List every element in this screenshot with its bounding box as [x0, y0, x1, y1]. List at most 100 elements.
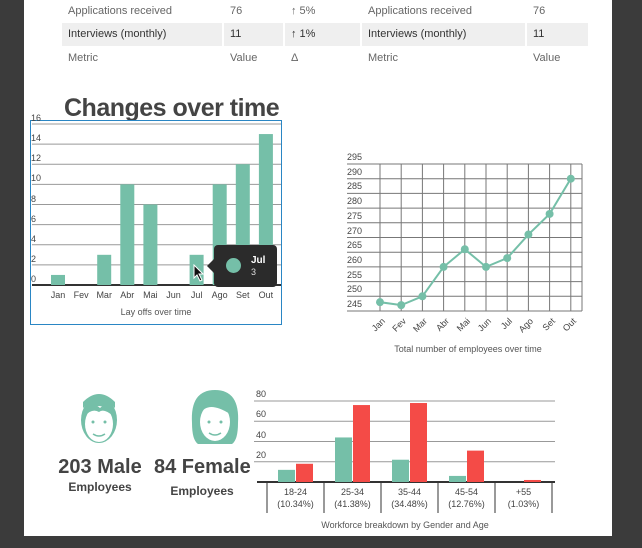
bar-female-35-44: [410, 403, 427, 482]
x-tick-label: 18-24: [283, 487, 308, 497]
x-tick-label: Jul: [190, 290, 203, 300]
point-Jun: [482, 262, 490, 271]
table-cell: Interviews (monthly): [62, 23, 222, 46]
x-tick-pct: (12.76%): [448, 499, 485, 509]
point-Set: [545, 209, 554, 218]
y-tick-label: 2: [31, 253, 37, 264]
tooltip-label: Jul: [251, 255, 266, 266]
table-cell: ↑ 1%: [285, 23, 360, 46]
point-Jul: [503, 254, 512, 263]
section-heading: Changes over time: [64, 94, 280, 122]
chart-caption: Lay offs over time: [120, 307, 192, 317]
y-tick-label: 8: [31, 193, 37, 204]
x-tick-pct: (1.03%): [507, 499, 540, 509]
y-tick-label: 250: [347, 284, 363, 295]
y-tick-label: 270: [347, 225, 363, 236]
table-cell: Applications received: [368, 5, 472, 17]
x-tick-label: Abr: [120, 290, 135, 300]
y-tick-label: 260: [347, 254, 363, 265]
x-tick-label: Mar: [96, 290, 112, 300]
chart-tooltip: Jul 3: [207, 245, 277, 287]
chart-caption: Total number of employees over time: [394, 344, 542, 354]
y-tick-label: 285: [347, 181, 363, 192]
y-tick-label: 12: [31, 153, 42, 164]
y-tick-label: 0: [31, 274, 37, 284]
table-cell: Interviews (monthly): [362, 23, 525, 46]
table-header[interactable]: Value: [230, 52, 258, 64]
bar-Mai: [143, 204, 158, 285]
x-tick-label: 45-54: [454, 487, 479, 497]
point-Jan: [376, 298, 384, 307]
bar-male-35-44: [392, 459, 409, 482]
tooltip-series-dot: [226, 258, 241, 273]
y-tick-label: 20: [256, 449, 267, 460]
bar-Abr: [120, 184, 135, 285]
table-header[interactable]: Value: [533, 52, 561, 64]
point-Mar: [418, 292, 427, 301]
y-tick-label: 16: [31, 113, 42, 123]
point-Mai: [460, 245, 469, 254]
female-count: 84 Female: [154, 456, 251, 478]
x-tick-label: Out: [258, 290, 274, 300]
female-avatar-icon: [191, 390, 239, 444]
layoffs-chart[interactable]: [30, 120, 282, 325]
y-tick-label: 275: [347, 210, 363, 221]
bar-female-+55: [524, 479, 541, 482]
x-tick-label: Jun: [166, 290, 181, 300]
bar-male-45-54: [449, 475, 466, 482]
series-line: [379, 178, 572, 307]
male-employees-label: Employees: [68, 480, 132, 494]
y-tick-label: 10: [31, 173, 42, 184]
female-employees-label: Employees: [170, 484, 234, 498]
table-header[interactable]: Metric: [68, 52, 98, 64]
y-tick-label: 80: [256, 389, 267, 399]
point-Ago: [524, 230, 533, 239]
x-tick-label: Jan: [50, 290, 66, 300]
bar-female-45-54: [467, 450, 484, 482]
x-tick-label: +55: [515, 487, 532, 497]
point-Abr: [439, 262, 448, 271]
y-tick-label: 255: [347, 269, 363, 280]
x-tick-pct: (10.34%): [277, 499, 314, 509]
bar-female-25-34: [353, 405, 370, 482]
male-avatar-icon: [81, 394, 117, 443]
y-tick-label: 295: [347, 152, 363, 162]
bar-Jan: [51, 274, 65, 285]
point-Fev: [397, 301, 406, 310]
male-count: 203 Male: [58, 456, 142, 478]
y-tick-label: 280: [347, 196, 363, 207]
y-tick-label: 290: [347, 166, 363, 177]
table-cell: ↑ 5%: [291, 5, 316, 17]
x-tick-label: Set: [236, 290, 250, 300]
x-tick-pct: (41.38%): [334, 499, 371, 509]
x-tick-label: 35-44: [397, 487, 422, 497]
mouse-cursor-icon: [193, 264, 205, 282]
point-Out: [566, 174, 575, 183]
x-tick-label: 25-34: [340, 487, 365, 497]
tooltip-value: 3: [251, 267, 257, 277]
x-tick-label: Ago: [211, 290, 228, 300]
y-tick-label: 4: [31, 233, 37, 244]
y-tick-label: 265: [347, 240, 363, 251]
table-cell: 11: [527, 23, 588, 46]
table-header[interactable]: Δ: [291, 52, 299, 64]
x-tick-pct: (34.48%): [391, 499, 428, 509]
table-cell: 76: [230, 5, 243, 17]
bar-male-18-24: [278, 469, 295, 482]
y-tick-label: 245: [347, 299, 363, 309]
x-tick-label: Mai: [143, 290, 158, 300]
bar-Mar: [97, 254, 112, 285]
bar-male-25-34: [335, 437, 352, 482]
chart-caption: Workforce breakdown by Gender and Age: [321, 520, 489, 530]
table-cell: Applications received: [68, 5, 172, 17]
table-header[interactable]: Metric: [368, 52, 398, 64]
table-cell: 76: [533, 5, 546, 17]
x-tick-label: Fev: [73, 290, 89, 300]
y-tick-label: 60: [256, 409, 267, 420]
y-tick-label: 14: [31, 133, 42, 144]
table-cell: 11: [224, 23, 283, 46]
y-tick-label: 40: [256, 429, 267, 440]
bar-female-18-24: [296, 463, 313, 482]
y-tick-label: 6: [31, 213, 37, 224]
